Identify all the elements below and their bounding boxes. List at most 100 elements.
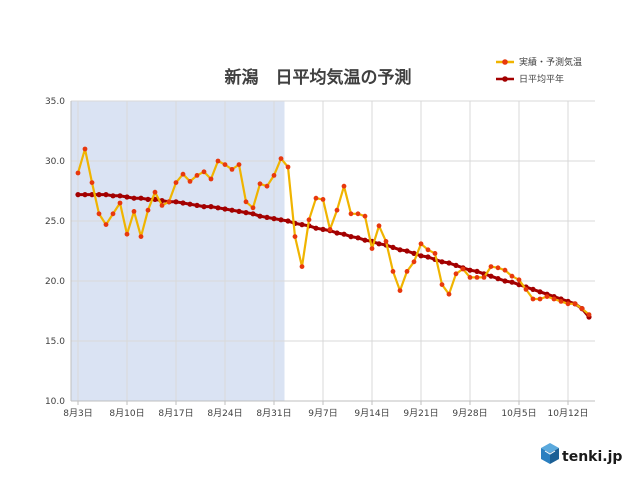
data-point — [236, 208, 242, 214]
observed-period-shading — [71, 101, 285, 401]
data-point — [187, 201, 193, 207]
data-point — [474, 275, 480, 280]
data-point — [222, 162, 228, 168]
data-point — [544, 294, 550, 299]
data-point — [229, 207, 235, 213]
data-point — [201, 204, 207, 210]
data-point — [257, 213, 263, 219]
x-tick-label: 10月12日 — [548, 408, 589, 419]
data-point — [502, 278, 508, 284]
data-point — [586, 312, 592, 317]
data-point — [124, 194, 130, 200]
data-point — [390, 244, 396, 250]
data-point — [96, 211, 102, 217]
data-point — [579, 306, 585, 311]
data-point — [355, 235, 361, 241]
x-tick-label: 8月17日 — [158, 408, 193, 419]
data-point — [537, 289, 543, 295]
data-point — [131, 209, 137, 214]
data-point — [411, 250, 417, 256]
data-point — [110, 193, 116, 199]
data-point — [467, 267, 473, 273]
data-point — [348, 211, 354, 217]
data-point — [334, 230, 340, 236]
x-tick-label: 8月31日 — [256, 408, 291, 419]
y-tick-label: 15.0 — [45, 337, 65, 347]
data-point — [362, 237, 368, 243]
data-point — [201, 169, 207, 175]
data-point — [453, 262, 459, 268]
data-point — [397, 247, 403, 253]
data-point — [453, 271, 459, 277]
data-point — [551, 296, 557, 302]
y-tick-label: 30.0 — [45, 157, 65, 167]
data-point — [215, 205, 221, 211]
data-point — [432, 251, 438, 256]
data-point — [341, 231, 347, 237]
y-tick-label: 10.0 — [45, 397, 65, 407]
data-point — [82, 146, 88, 152]
data-point — [82, 192, 88, 198]
x-tick-label: 9月7日 — [308, 408, 337, 419]
data-point — [264, 214, 270, 220]
data-point — [250, 205, 256, 211]
legend-label: 日平均平年 — [519, 73, 564, 85]
data-point — [152, 189, 158, 195]
data-point — [236, 162, 242, 168]
data-point — [278, 217, 284, 223]
data-point — [306, 217, 312, 223]
x-tick-label: 8月10日 — [109, 408, 144, 419]
data-point — [124, 231, 130, 237]
data-point — [208, 176, 214, 182]
data-point — [103, 192, 109, 198]
data-point — [467, 275, 473, 280]
data-point — [292, 234, 298, 240]
series-layer — [75, 146, 592, 320]
x-tick-label: 8月3日 — [63, 408, 92, 419]
data-point — [194, 202, 200, 208]
data-point — [509, 279, 515, 285]
data-point — [495, 276, 501, 282]
data-point — [75, 192, 81, 198]
data-point — [425, 254, 431, 260]
y-tick-label: 35.0 — [45, 97, 65, 107]
data-point — [404, 269, 410, 274]
data-point — [397, 288, 403, 293]
data-point — [180, 200, 186, 206]
data-point — [313, 195, 319, 201]
x-tick-label: 10月5日 — [501, 408, 536, 419]
data-point — [439, 259, 445, 265]
data-point — [509, 273, 515, 279]
data-point — [89, 180, 95, 186]
data-point — [516, 277, 522, 283]
data-point — [390, 269, 396, 274]
data-point — [341, 183, 347, 189]
x-tick-label: 9月28日 — [452, 408, 487, 419]
data-point — [502, 267, 508, 273]
series-actual-forecast — [75, 146, 592, 317]
data-point — [313, 225, 319, 231]
data-point — [229, 167, 235, 172]
data-point — [299, 222, 305, 228]
data-point — [75, 170, 81, 176]
data-point — [474, 268, 480, 274]
brand-logo: tenki.jp — [541, 443, 622, 465]
data-point — [376, 241, 382, 247]
cube-logo-icon — [541, 443, 559, 464]
data-point — [523, 287, 529, 292]
data-point — [166, 199, 172, 205]
brand-text: tenki.jp — [562, 449, 622, 465]
y-tick-label: 20.0 — [45, 277, 65, 287]
data-point — [285, 218, 291, 224]
data-point — [187, 179, 193, 184]
data-point — [271, 173, 277, 178]
data-point — [278, 156, 284, 162]
data-point — [369, 246, 375, 252]
data-point — [243, 210, 249, 216]
data-point — [320, 197, 326, 202]
x-tick-label: 9月21日 — [403, 408, 438, 419]
data-point — [327, 227, 333, 232]
x-tick-label: 8月24日 — [207, 408, 242, 419]
